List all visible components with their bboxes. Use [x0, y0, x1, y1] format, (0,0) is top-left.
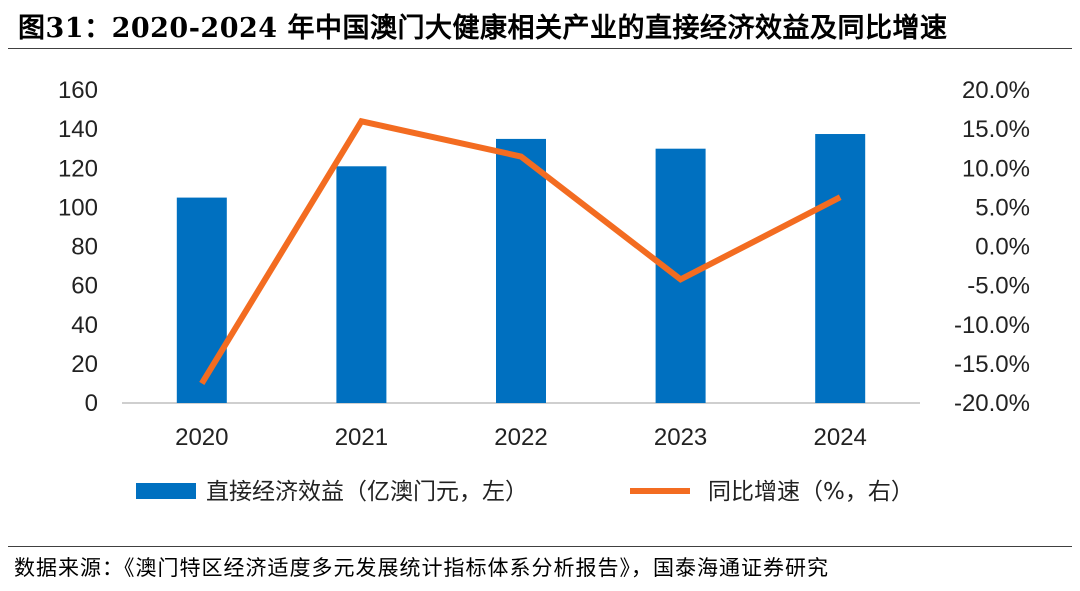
bar-series — [176, 134, 866, 403]
legend-bar-swatch — [136, 483, 196, 499]
title-divider — [8, 48, 1072, 49]
left-tick-label: 140 — [58, 116, 98, 143]
right-tick-label: -5.0% — [967, 273, 1030, 300]
right-tick-label: -10.0% — [954, 312, 1030, 339]
bar — [496, 138, 546, 403]
right-tick-label: -20.0% — [954, 390, 1030, 417]
right-tick-label: 20.0% — [962, 77, 1030, 104]
x-tick-label: 2024 — [814, 424, 867, 451]
x-tick-label: 2023 — [654, 424, 707, 451]
x-tick-label: 2022 — [494, 424, 547, 451]
x-tick-label: 2021 — [335, 424, 388, 451]
line-series — [199, 117, 842, 385]
left-tick-label: 160 — [58, 77, 98, 104]
figure-title: 图31：2020-2024 年中国澳门大健康相关产业的直接经济效益及同比增速 — [18, 13, 948, 44]
right-axis: -20.0% -15.0% -10.0% -5.0% 0.0% 5.0% 10.0% 15.0… — [954, 77, 1030, 417]
bar — [176, 197, 227, 403]
right-tick-label: 5.0% — [975, 194, 1030, 221]
left-tick-label: 80 — [71, 234, 98, 261]
left-tick-label: 100 — [58, 194, 98, 221]
bar — [815, 134, 866, 403]
right-tick-label: 15.0% — [962, 116, 1030, 143]
source-divider — [8, 546, 1072, 547]
right-tick-label: -15.0% — [954, 351, 1030, 378]
figure-title-bar: 图31：2020-2024 年中国澳门大健康相关产业的直接经济效益及同比增速 — [0, 0, 1080, 48]
combo-chart: 0 20 40 60 80 100 120 140 160 -20.0% -15.0% -10.0%… — [58, 77, 1030, 505]
x-tick-label: 2020 — [175, 424, 228, 451]
left-tick-label: 20 — [71, 351, 98, 378]
bar — [336, 166, 387, 403]
left-tick-label: 120 — [58, 155, 98, 182]
legend-line-label: 同比增速（%，右） — [708, 479, 914, 505]
legend-bar-label: 直接经济效益（亿澳门元，左） — [206, 479, 528, 505]
legend: 直接经济效益（亿澳门元，左） 同比增速（%，右） — [136, 479, 914, 505]
left-tick-label: 0 — [85, 390, 98, 417]
left-tick-label: 40 — [71, 312, 98, 339]
source-note: 数据来源：《澳门特区经济适度多元发展统计指标体系分析报告》，国泰海通证券研究 — [14, 556, 829, 580]
right-tick-label: 10.0% — [962, 155, 1030, 182]
left-tick-label: 60 — [71, 273, 98, 300]
left-axis: 0 20 40 60 80 100 120 140 160 — [58, 77, 98, 417]
x-axis: 2020 2021 2022 2023 2024 — [175, 424, 867, 451]
right-tick-label: 0.0% — [975, 234, 1030, 261]
